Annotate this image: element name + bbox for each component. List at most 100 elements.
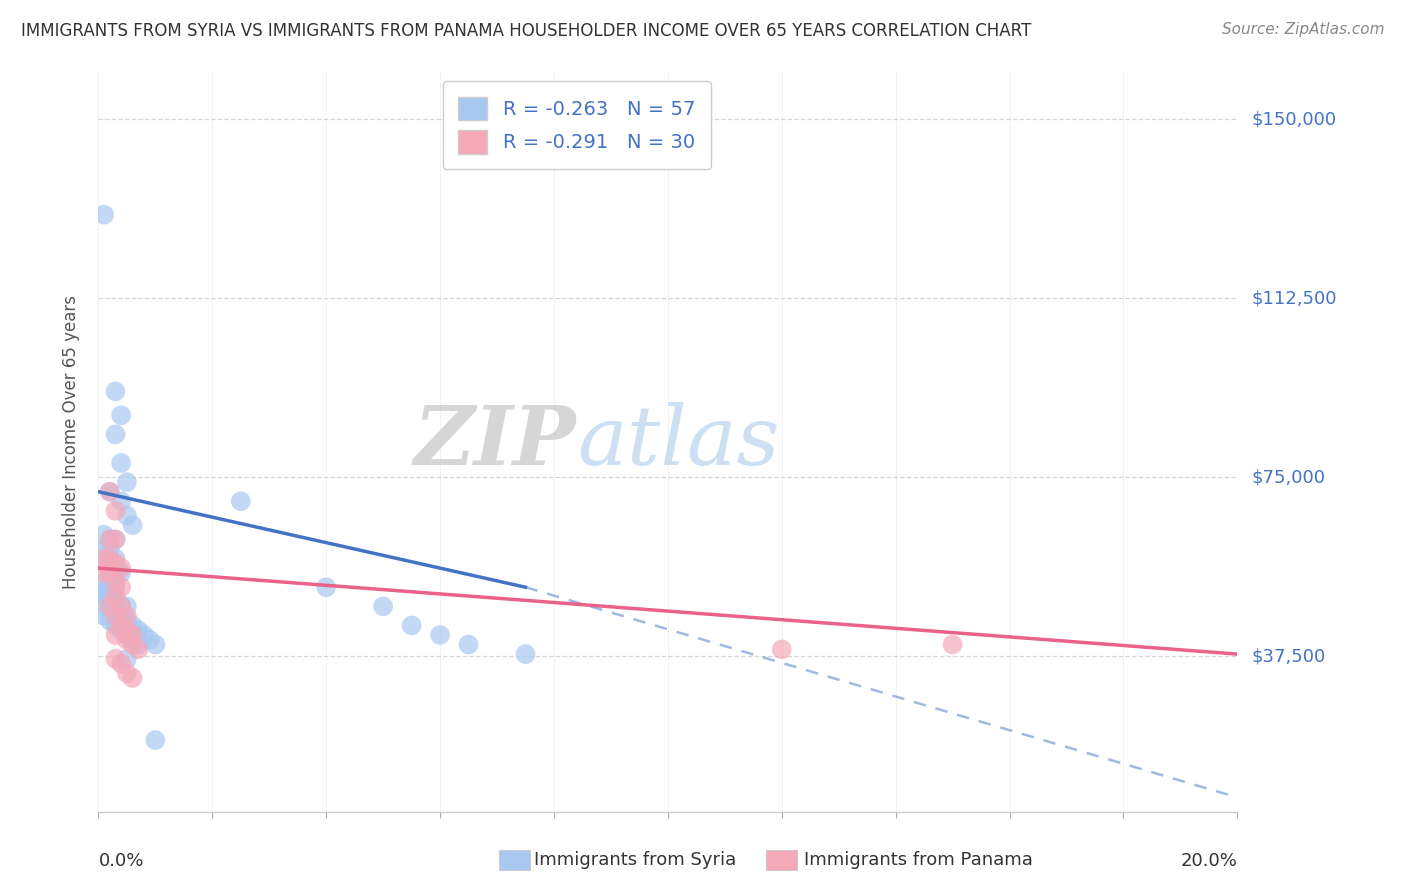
- Text: 0.0%: 0.0%: [98, 853, 143, 871]
- Point: [121, 671, 143, 685]
- Point: [98, 599, 121, 614]
- Point: [115, 624, 138, 638]
- Text: $37,500: $37,500: [1251, 648, 1326, 665]
- Point: [93, 541, 115, 556]
- Point: [110, 409, 132, 423]
- Point: [115, 666, 138, 681]
- Point: [127, 642, 149, 657]
- Point: [93, 599, 115, 614]
- Point: [110, 494, 132, 508]
- Point: [93, 575, 115, 590]
- Point: [115, 632, 138, 647]
- Text: $112,500: $112,500: [1251, 289, 1337, 307]
- Point: [93, 590, 115, 604]
- Point: [115, 599, 138, 614]
- Text: 20.0%: 20.0%: [1181, 853, 1237, 871]
- Point: [127, 624, 149, 638]
- Point: [373, 599, 395, 614]
- Point: [138, 632, 160, 647]
- Point: [98, 551, 121, 566]
- Point: [110, 580, 132, 594]
- Point: [104, 628, 127, 642]
- Point: [457, 638, 479, 652]
- Point: [121, 638, 143, 652]
- Point: [98, 551, 121, 566]
- Point: [93, 585, 115, 599]
- Point: [104, 566, 127, 580]
- Legend: R = -0.263   N = 57, R = -0.291   N = 30: R = -0.263 N = 57, R = -0.291 N = 30: [443, 81, 711, 169]
- Point: [110, 599, 132, 614]
- Point: [98, 533, 121, 547]
- Point: [93, 566, 115, 580]
- Point: [110, 608, 132, 623]
- Y-axis label: Householder Income Over 65 years: Householder Income Over 65 years: [62, 294, 80, 589]
- Point: [115, 508, 138, 523]
- Point: [98, 541, 121, 556]
- Point: [104, 427, 127, 442]
- Point: [98, 614, 121, 628]
- Text: atlas: atlas: [576, 401, 779, 482]
- Point: [98, 561, 121, 575]
- Point: [110, 566, 132, 580]
- Point: [115, 652, 138, 666]
- Point: [104, 557, 127, 571]
- Point: [104, 608, 127, 623]
- Text: Source: ZipAtlas.com: Source: ZipAtlas.com: [1222, 22, 1385, 37]
- Point: [110, 657, 132, 671]
- Point: [93, 551, 115, 566]
- Point: [115, 628, 138, 642]
- Point: [115, 614, 138, 628]
- Point: [145, 733, 167, 747]
- Point: [104, 504, 127, 518]
- Point: [110, 456, 132, 470]
- Point: [121, 518, 143, 533]
- Point: [98, 533, 121, 547]
- Point: [98, 566, 121, 580]
- Point: [515, 647, 537, 661]
- Text: ZIP: ZIP: [415, 401, 576, 482]
- Point: [93, 557, 115, 571]
- Point: [98, 590, 121, 604]
- Point: [104, 533, 127, 547]
- Text: Immigrants from Panama: Immigrants from Panama: [804, 851, 1033, 869]
- Point: [110, 618, 132, 632]
- Point: [93, 608, 115, 623]
- Point: [401, 618, 423, 632]
- Point: [132, 628, 155, 642]
- Point: [93, 208, 115, 222]
- Point: [98, 575, 121, 590]
- Point: [127, 638, 149, 652]
- Point: [942, 638, 965, 652]
- Text: IMMIGRANTS FROM SYRIA VS IMMIGRANTS FROM PANAMA HOUSEHOLDER INCOME OVER 65 YEARS: IMMIGRANTS FROM SYRIA VS IMMIGRANTS FROM…: [21, 22, 1032, 40]
- Point: [115, 475, 138, 490]
- Point: [121, 628, 143, 642]
- Point: [429, 628, 451, 642]
- Point: [121, 618, 143, 632]
- Text: $75,000: $75,000: [1251, 468, 1326, 486]
- Point: [104, 590, 127, 604]
- Point: [110, 561, 132, 575]
- Point: [93, 527, 115, 541]
- Point: [104, 580, 127, 594]
- Point: [98, 484, 121, 499]
- Point: [104, 551, 127, 566]
- Point: [104, 384, 127, 399]
- Point: [104, 590, 127, 604]
- Point: [115, 608, 138, 623]
- Point: [104, 652, 127, 666]
- Point: [98, 599, 121, 614]
- Text: Immigrants from Syria: Immigrants from Syria: [534, 851, 737, 869]
- Point: [104, 618, 127, 632]
- Point: [121, 632, 143, 647]
- Point: [110, 599, 132, 614]
- Point: [104, 533, 127, 547]
- Point: [110, 624, 132, 638]
- Text: $150,000: $150,000: [1251, 110, 1336, 128]
- Point: [104, 575, 127, 590]
- Point: [104, 604, 127, 618]
- Point: [145, 638, 167, 652]
- Point: [98, 585, 121, 599]
- Point: [770, 642, 793, 657]
- Point: [98, 484, 121, 499]
- Point: [315, 580, 337, 594]
